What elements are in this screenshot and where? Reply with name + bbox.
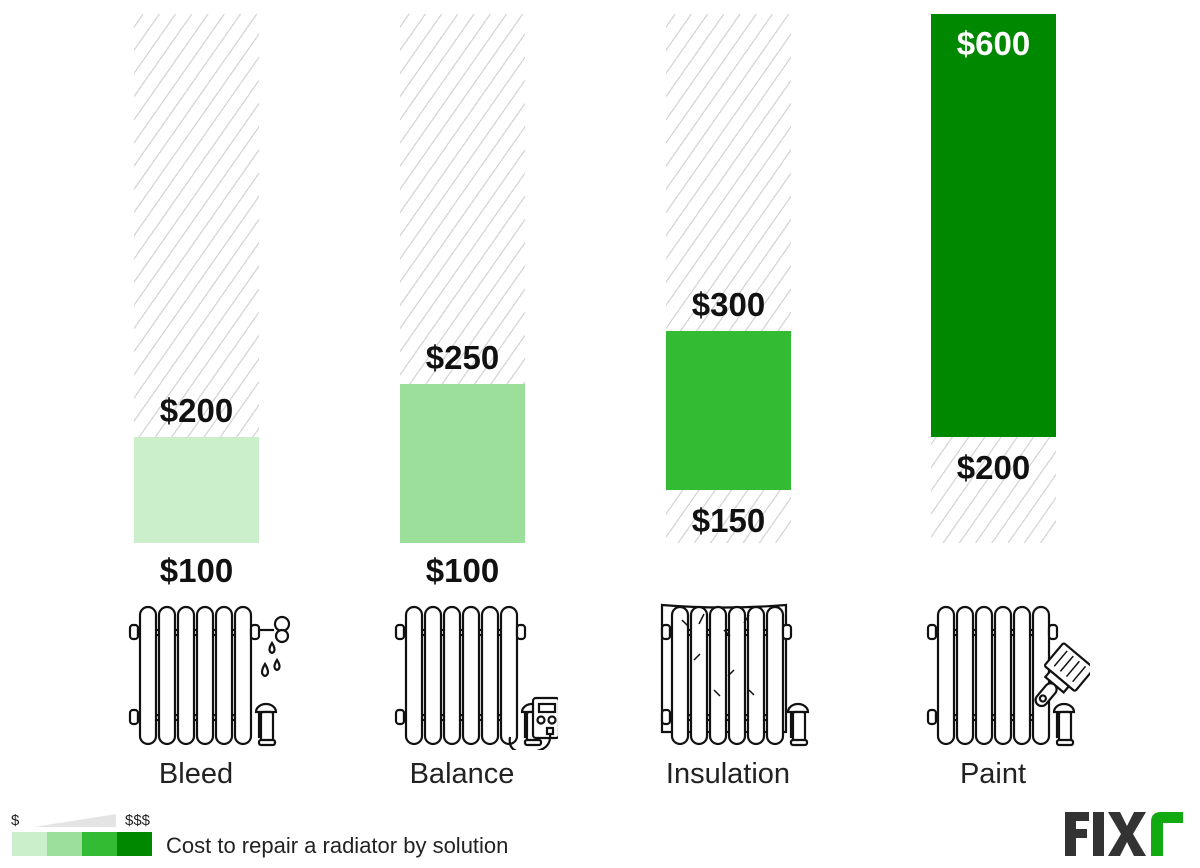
bleed-low-value: $100 [159, 552, 234, 589]
balance-low-value: $100 [425, 552, 500, 589]
bar-track-insulation [666, 14, 791, 543]
category-label-paint: Paint [959, 758, 1027, 790]
insulation-high-value: $300 [691, 286, 766, 323]
legend-low-symbol: $ [11, 812, 20, 829]
paint-high-value: $600 [956, 25, 1031, 62]
bar-track-paint [931, 14, 1056, 543]
legend-swatch-1 [12, 832, 47, 856]
legend-swatch-3 [82, 832, 117, 856]
bar-track-bleed [134, 14, 259, 543]
bar-track-balance [400, 14, 525, 543]
legend-swatch-2 [47, 832, 82, 856]
bar-insulation [666, 331, 791, 490]
radiator-bleed-icon [128, 605, 291, 747]
legend-swatch-4 [117, 832, 152, 856]
category-label-bleed: Bleed [158, 758, 234, 790]
legend-wedge [34, 814, 116, 827]
paint-low-value: $200 [956, 449, 1031, 486]
category-label-insulation: Insulation [665, 758, 791, 790]
radiator-paint-icon [926, 605, 1090, 747]
bar-bleed [134, 437, 259, 543]
radiator-balance-icon [394, 605, 558, 750]
bar-paint [931, 14, 1056, 437]
insulation-low-value: $150 [691, 502, 766, 539]
bleed-high-value: $200 [159, 392, 234, 429]
legend-caption: Cost to repair a radiator by solution [166, 833, 509, 858]
fixr-logo [1065, 812, 1183, 856]
bar-balance [400, 384, 525, 543]
radiator-insulation-icon [660, 603, 810, 747]
legend-high-symbol: $$$ [125, 812, 151, 829]
category-label-balance: Balance [409, 758, 515, 790]
balance-high-value: $250 [425, 339, 500, 376]
